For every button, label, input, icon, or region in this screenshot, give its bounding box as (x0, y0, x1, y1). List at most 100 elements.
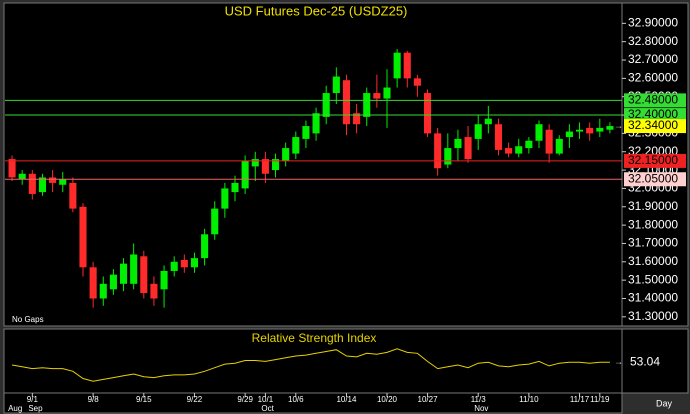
candle-body (18, 173, 26, 180)
candle-body (59, 179, 67, 185)
level-label: 32.48000 (628, 93, 678, 107)
candle-body (130, 254, 138, 284)
candle-body (342, 80, 351, 125)
candle-body (231, 182, 239, 193)
candle-body (180, 259, 188, 268)
candle-body (373, 93, 381, 99)
x-tick-label: 9/8 (88, 395, 100, 404)
candle-body (393, 52, 401, 79)
level-label: 32.40000 (628, 107, 678, 121)
candle-body (474, 124, 482, 139)
candle-body (99, 283, 107, 299)
level-label-box (624, 153, 686, 168)
level-label: 32.05000 (628, 171, 678, 185)
candle-body (190, 258, 199, 268)
candle-body (89, 267, 97, 299)
candle-body (555, 138, 563, 154)
candle-body (403, 52, 411, 79)
candle-body (261, 159, 269, 174)
candle-body (535, 124, 543, 141)
y-tick-label: 32.70000 (628, 52, 678, 66)
rsi-line (12, 348, 610, 382)
candle-body (434, 133, 442, 169)
candle-body (140, 256, 148, 293)
y-tick-label: 31.50000 (628, 272, 678, 286)
candle-body (69, 182, 77, 209)
candle-body (251, 159, 259, 167)
candle-body (282, 148, 290, 161)
y-tick-label: 32.90000 (628, 16, 678, 30)
x-tick-label: 11/19 (590, 395, 610, 404)
month-label: Aug (8, 404, 22, 413)
candle-body (221, 188, 229, 209)
rsi-title: Relative Strength Index (252, 331, 377, 345)
candle-body (353, 113, 361, 125)
candle-body (575, 129, 584, 132)
x-tick-label: 10/6 (288, 395, 304, 404)
y-tick-label: 32.60000 (628, 71, 678, 85)
candle-body (545, 129, 553, 154)
candle-body (383, 87, 391, 99)
price-panel (3, 2, 623, 327)
x-tick-label: 9/1 (27, 395, 39, 404)
candle-body (28, 173, 36, 194)
y-tick-label: 31.40000 (628, 291, 678, 305)
rsi-arrow: → (614, 357, 623, 367)
x-tick-label: 9/15 (136, 395, 152, 404)
candle-body (484, 118, 492, 125)
candle-body (160, 270, 168, 290)
candle-body (271, 159, 280, 171)
x-tick-label: 10/27 (418, 395, 439, 404)
candle-body (444, 148, 452, 165)
month-label: Nov (474, 404, 488, 413)
candle-body (454, 138, 462, 149)
y-tick-label: 31.60000 (628, 254, 678, 268)
candle-body (109, 274, 117, 290)
chart-title: USD Futures Dec-25 (USDZ25) (225, 3, 408, 18)
last-label-box (624, 119, 686, 134)
y-tick-label: 31.70000 (628, 236, 678, 250)
last-arrow: → (614, 120, 623, 130)
candle-body (119, 263, 128, 284)
y-tick-label: 32.80000 (628, 34, 678, 48)
candle-body (596, 127, 604, 132)
month-label: Sep (28, 404, 43, 413)
candle-body (565, 131, 573, 138)
candle-body (515, 146, 523, 154)
month-label: Oct (261, 404, 274, 413)
candle-body (292, 137, 300, 154)
candle-body (606, 126, 614, 130)
candle-body (170, 261, 178, 271)
x-tick-label: 10/20 (377, 395, 398, 404)
candle-body (302, 126, 310, 139)
candle-body (494, 124, 503, 150)
candle-body (8, 159, 16, 178)
x-tick-label: 11/10 (519, 395, 539, 404)
candle-body (150, 283, 158, 299)
last-label: 32.34000 (628, 118, 678, 132)
candle-body (525, 140, 533, 149)
time-axis (3, 392, 623, 414)
level-label-box (624, 172, 686, 187)
candle-body (505, 148, 513, 154)
x-tick-label: 10/1 (258, 395, 274, 404)
candle-body (423, 93, 432, 134)
candle-body (363, 93, 371, 117)
candle-body (332, 76, 340, 94)
candle-body (211, 208, 219, 235)
y-tick-label: 31.80000 (628, 217, 678, 231)
x-tick-label: 9/22 (187, 395, 203, 404)
rsi-value-label: 53.04 (630, 354, 660, 368)
candle-body (464, 137, 472, 160)
candle-body (49, 177, 57, 183)
level-label-box (624, 108, 686, 123)
candle-body (586, 127, 594, 134)
x-tick-label: 9/29 (237, 395, 253, 404)
candle-body (413, 78, 421, 86)
level-label: 32.15000 (628, 153, 678, 167)
candle-body (312, 113, 320, 134)
note: No Gaps (12, 315, 44, 324)
rsi-axis (621, 328, 689, 394)
y-tick-label: 31.30000 (628, 309, 678, 323)
